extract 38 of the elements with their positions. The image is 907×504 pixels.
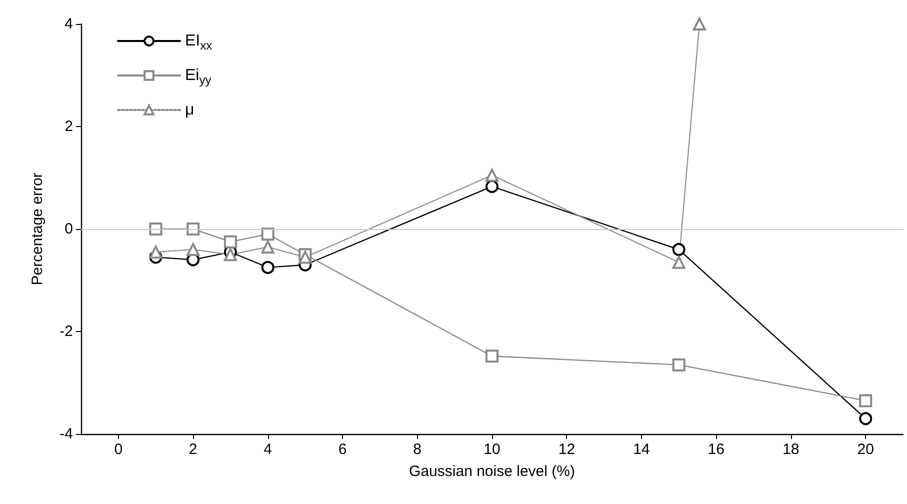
point — [224, 235, 237, 248]
point — [692, 18, 706, 30]
x-tick-label: 16 — [708, 441, 725, 458]
point — [261, 228, 274, 241]
point — [859, 412, 872, 426]
point — [186, 222, 200, 236]
y-axis-title: Percentage error — [29, 172, 46, 286]
y-tick-label: -2 — [60, 323, 73, 340]
y-tick-label: 0 — [64, 220, 73, 238]
y-tick-label: 2 — [64, 118, 73, 135]
point — [224, 248, 237, 262]
x-tick-label: 10 — [484, 441, 500, 458]
x-tick-label: 2 — [188, 441, 198, 458]
point — [486, 350, 498, 363]
point — [149, 246, 162, 259]
x-tick-label: 14 — [633, 441, 650, 458]
x-tick-label: 18 — [782, 441, 800, 458]
legend-label: μ — [185, 102, 194, 118]
y-tick-label: -4 — [60, 426, 73, 442]
point — [859, 394, 872, 408]
x-tick-label: 4 — [264, 441, 272, 458]
point — [298, 250, 312, 264]
point — [486, 168, 498, 182]
x-axis-title: Gaussian noise level (%) — [409, 463, 575, 480]
point — [672, 256, 686, 269]
x-tick-label: 8 — [413, 441, 422, 458]
point — [261, 240, 274, 254]
point — [486, 180, 498, 193]
point — [672, 243, 686, 256]
point — [672, 358, 686, 372]
point — [261, 260, 274, 274]
x-tick-label: 20 — [857, 441, 874, 458]
point — [186, 243, 200, 256]
x-tick-label: 12 — [558, 441, 576, 458]
x-tick-label: 6 — [338, 441, 347, 458]
y-tick-label: 4 — [64, 16, 73, 32]
point — [149, 222, 162, 236]
x-tick-label: 0 — [114, 441, 123, 458]
